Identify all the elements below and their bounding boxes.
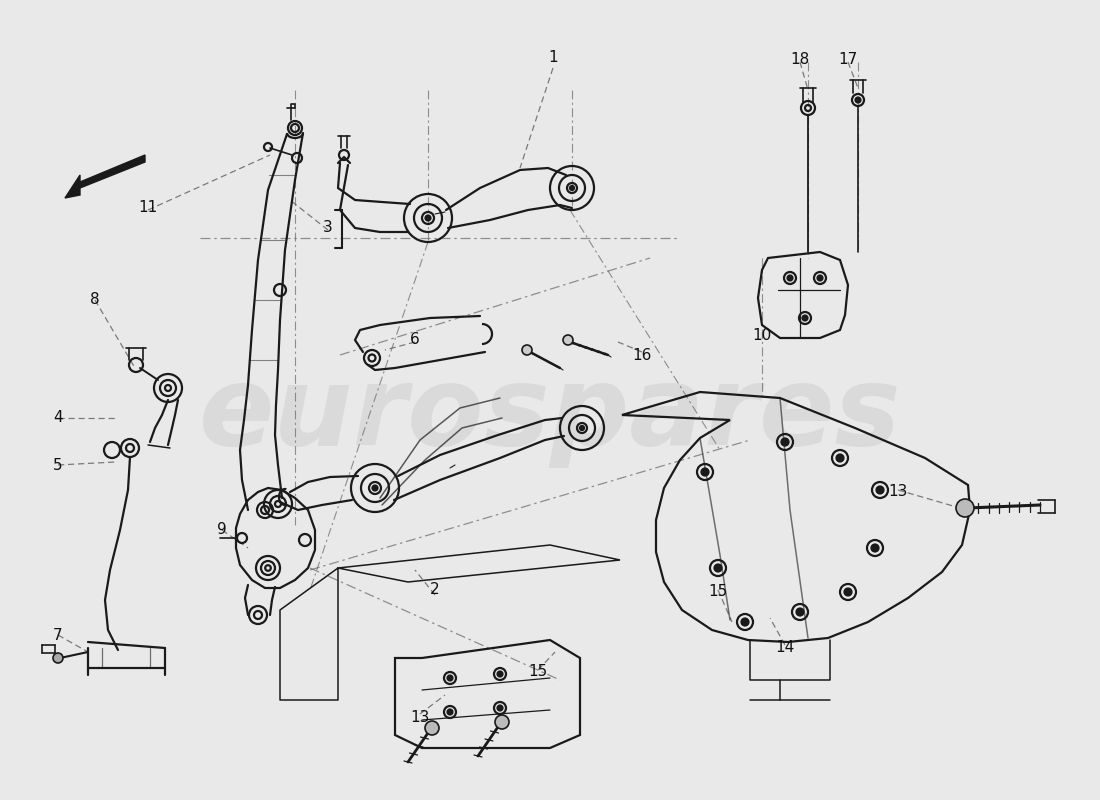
Circle shape: [425, 721, 439, 735]
Circle shape: [803, 315, 807, 321]
Circle shape: [877, 486, 883, 494]
Text: 6: 6: [410, 333, 420, 347]
Text: 13: 13: [889, 485, 908, 499]
Polygon shape: [65, 155, 145, 198]
Circle shape: [702, 469, 708, 475]
Text: 11: 11: [139, 201, 157, 215]
Text: 3: 3: [323, 221, 333, 235]
Circle shape: [522, 345, 532, 355]
Circle shape: [817, 275, 823, 281]
Text: 10: 10: [752, 327, 771, 342]
Circle shape: [448, 675, 452, 681]
Text: 17: 17: [838, 53, 858, 67]
Text: 5: 5: [53, 458, 63, 473]
Circle shape: [741, 618, 748, 626]
Text: 4: 4: [53, 410, 63, 426]
Text: eurospares: eurospares: [199, 362, 901, 469]
Text: 18: 18: [791, 53, 810, 67]
Circle shape: [845, 589, 851, 595]
Circle shape: [956, 499, 974, 517]
Circle shape: [53, 653, 63, 663]
Circle shape: [788, 275, 792, 281]
Circle shape: [448, 710, 452, 714]
Text: 13: 13: [410, 710, 430, 726]
Circle shape: [497, 671, 503, 677]
Text: 9: 9: [217, 522, 227, 538]
Circle shape: [796, 609, 803, 615]
Circle shape: [871, 545, 879, 551]
Circle shape: [373, 486, 377, 490]
Text: 15: 15: [528, 665, 548, 679]
Circle shape: [570, 186, 574, 190]
Circle shape: [781, 438, 789, 446]
Text: 8: 8: [90, 293, 100, 307]
Text: 2: 2: [430, 582, 440, 598]
Circle shape: [426, 215, 430, 221]
Text: 7: 7: [53, 627, 63, 642]
Circle shape: [856, 98, 860, 102]
Circle shape: [580, 426, 584, 430]
Text: 15: 15: [708, 585, 727, 599]
Text: 16: 16: [632, 347, 651, 362]
Circle shape: [715, 565, 722, 571]
Circle shape: [836, 454, 844, 462]
Circle shape: [495, 715, 509, 729]
Text: 1: 1: [548, 50, 558, 66]
Circle shape: [563, 335, 573, 345]
Text: 14: 14: [776, 641, 794, 655]
Circle shape: [497, 706, 503, 710]
